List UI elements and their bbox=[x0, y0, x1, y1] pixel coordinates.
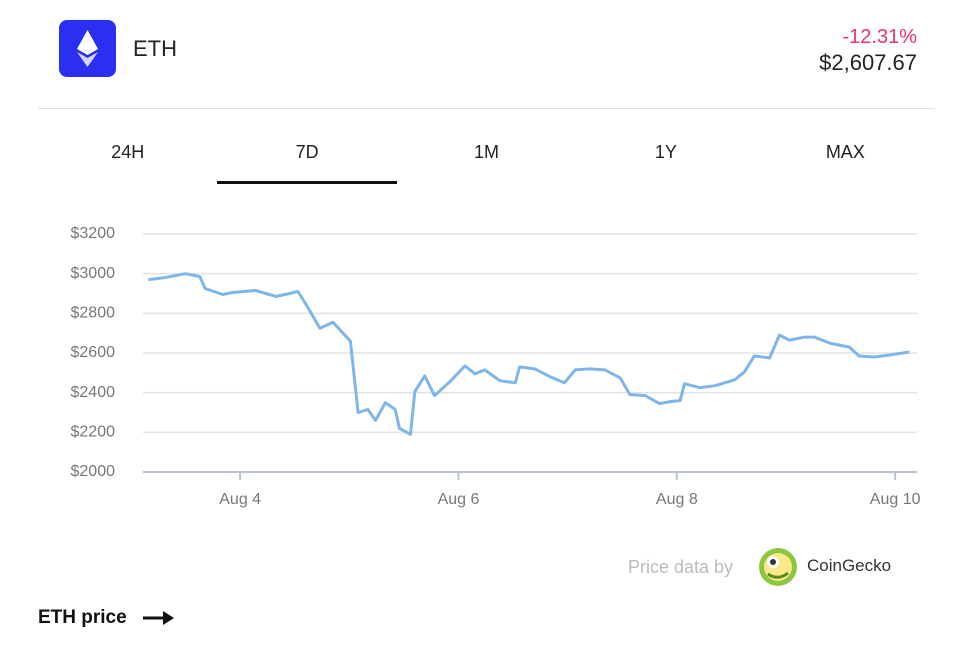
attribution: Price data by bbox=[628, 557, 734, 577]
tab[interactable]: 7D bbox=[217, 138, 397, 184]
eth-icon bbox=[59, 20, 116, 77]
y-tick-label: $3200 bbox=[71, 225, 116, 242]
price-change: -12.31% bbox=[842, 26, 918, 48]
x-tick-label: Aug 10 bbox=[870, 491, 921, 508]
x-tick-label: Aug 4 bbox=[219, 491, 261, 508]
price: $2,607.67 bbox=[819, 50, 917, 75]
tab[interactable]: 1Y bbox=[654, 142, 677, 162]
y-tick-label: $3000 bbox=[71, 265, 116, 282]
arrow-icon[interactable] bbox=[143, 609, 175, 627]
tab[interactable]: 1M bbox=[474, 142, 500, 162]
y-tick-label: $2400 bbox=[71, 384, 116, 401]
tab[interactable]: 24H bbox=[111, 142, 145, 162]
y-tick-label: $2200 bbox=[71, 424, 116, 441]
chart: $2000 $2200 $2400 $2600 $2800 $3000 $3200 Aug 4… bbox=[71, 225, 921, 508]
symbol: ETH bbox=[133, 36, 177, 61]
price-link[interactable]: ETH price bbox=[38, 607, 127, 628]
x-tick-label: Aug 6 bbox=[438, 491, 480, 508]
price-line bbox=[148, 272, 910, 436]
tab-bar: 24H 7D 1M 1Y MAX bbox=[38, 138, 935, 184]
tab[interactable]: MAX bbox=[825, 142, 865, 162]
y-tick-label: $2600 bbox=[71, 344, 116, 361]
y-tick-label: $2800 bbox=[71, 305, 116, 322]
x-tick-label: Aug 8 bbox=[656, 491, 698, 508]
y-tick-label: $2000 bbox=[71, 463, 116, 480]
provider[interactable]: CoinGecko bbox=[807, 556, 892, 575]
divider bbox=[38, 108, 935, 109]
coingecko-logo[interactable] bbox=[758, 547, 798, 587]
